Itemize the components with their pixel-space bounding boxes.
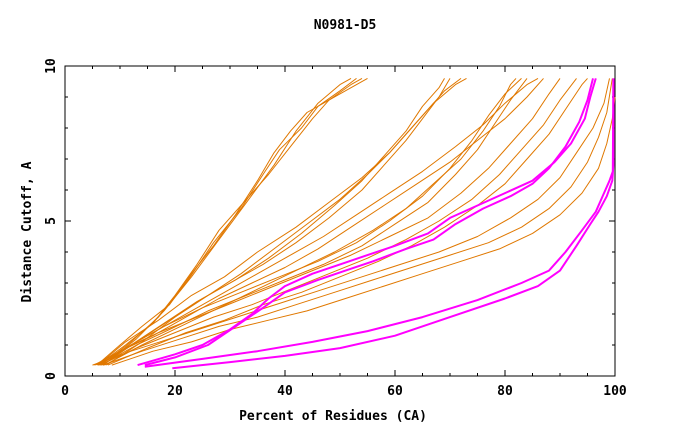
plot-area-frame: [64, 65, 616, 377]
model-series-line: [95, 78, 561, 366]
x-tick-label: 100: [603, 384, 627, 399]
axis-ticks: 0 20 40 60 80 100 0 5 10: [44, 58, 627, 399]
highlight-series-line: [172, 78, 615, 370]
model-series-line: [100, 78, 357, 366]
y-tick-label: 10: [44, 58, 59, 74]
x-tick-label: 80: [497, 384, 513, 399]
model-series-line: [103, 77, 352, 366]
model-series-line: [102, 78, 613, 366]
x-tick-label: 40: [277, 384, 293, 399]
highlight-series-line: [144, 78, 615, 368]
y-tick-label: 0: [44, 372, 59, 380]
model-series-line: [93, 78, 544, 366]
x-tick-label: 0: [61, 384, 69, 399]
highlight-series-line: [144, 78, 594, 367]
model-series-line: [96, 77, 368, 366]
y-axis-label: Distance Cutoff, A: [20, 161, 35, 302]
model-series-line: [106, 77, 467, 366]
y-tick-label: 5: [44, 217, 59, 225]
highlight-series-line: [137, 78, 597, 367]
x-tick-label: 20: [167, 384, 183, 399]
model-series-line: [111, 96, 616, 366]
x-axis-label: Percent of Residues (CA): [239, 409, 427, 424]
model-series-line: [107, 78, 588, 366]
x-tick-label: 60: [387, 384, 403, 399]
model-series-line: [98, 78, 522, 366]
model-series-line: [98, 77, 539, 366]
chart-title: N0981-D5: [314, 18, 377, 33]
model-series-line: [92, 78, 610, 366]
series-layer: [92, 77, 616, 370]
